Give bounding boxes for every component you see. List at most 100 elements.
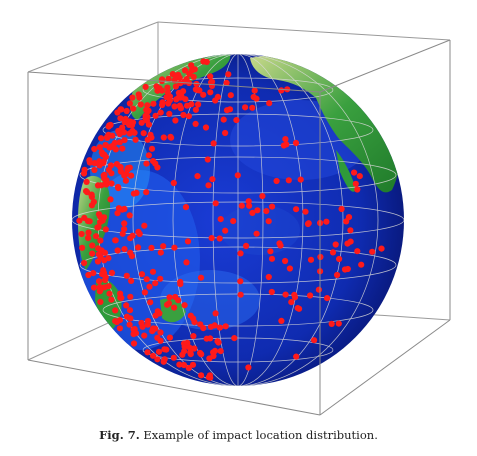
- impact-point: [127, 235, 134, 242]
- impact-point: [103, 181, 110, 188]
- impact-point: [96, 278, 103, 285]
- impact-point: [190, 315, 197, 322]
- impact-point: [230, 218, 237, 225]
- impact-point: [216, 324, 223, 331]
- impact-point: [97, 219, 104, 226]
- impact-point: [184, 238, 192, 245]
- impact-point: [217, 348, 224, 355]
- impact-point: [138, 271, 146, 278]
- impact-point: [265, 218, 272, 225]
- impact-point: [121, 137, 128, 144]
- impact-point: [144, 349, 151, 356]
- impact-point: [286, 265, 293, 272]
- impact-point: [79, 244, 86, 251]
- impact-point: [143, 189, 150, 196]
- impact-point: [304, 220, 312, 228]
- impact-point: [249, 209, 256, 216]
- impact-point: [276, 240, 283, 247]
- impact-point: [190, 73, 197, 80]
- impact-point: [210, 352, 217, 360]
- impact-point: [265, 273, 272, 281]
- impact-point: [144, 102, 151, 109]
- impact-point: [171, 103, 178, 110]
- impact-point: [164, 89, 171, 96]
- impact-point: [117, 290, 124, 297]
- impact-point: [97, 237, 104, 244]
- impact-point: [101, 249, 109, 256]
- impact-point: [116, 325, 123, 332]
- impact-point: [122, 177, 129, 184]
- impact-point: [163, 346, 170, 353]
- impact-point: [172, 73, 179, 80]
- impact-point: [114, 109, 121, 116]
- impact-point: [180, 361, 187, 369]
- caption-text: Example of impact location distribution.: [143, 428, 378, 442]
- impact-point: [128, 277, 135, 284]
- impact-point: [94, 224, 101, 231]
- impact-point: [132, 330, 140, 337]
- impact-point: [335, 320, 342, 327]
- impact-point: [144, 317, 152, 325]
- impact-point: [245, 198, 252, 205]
- impact-point: [209, 176, 216, 183]
- impact-point: [141, 332, 148, 339]
- impact-point: [288, 299, 295, 306]
- impact-point: [254, 207, 261, 214]
- impact-point: [95, 251, 102, 258]
- impact-point: [88, 193, 95, 200]
- impact-point: [159, 101, 166, 109]
- impact-point: [206, 372, 213, 379]
- impact-point: [292, 139, 300, 147]
- impact-point: [334, 271, 341, 279]
- impact-point: [129, 94, 136, 101]
- impact-point: [315, 286, 322, 293]
- impact-point: [98, 135, 105, 142]
- impact-point: [150, 325, 157, 332]
- impact-point: [105, 283, 112, 290]
- impact-point: [98, 149, 105, 156]
- impact-point: [108, 170, 115, 177]
- impact-point: [102, 274, 109, 281]
- impact-point: [89, 242, 96, 249]
- impact-point: [107, 196, 114, 203]
- impact-point: [302, 208, 309, 215]
- impact-point: [129, 119, 137, 126]
- impact-point: [282, 257, 289, 265]
- impact-point: [184, 339, 191, 346]
- impact-point: [186, 70, 193, 77]
- impact-point: [111, 139, 118, 146]
- impact-point: [195, 101, 202, 108]
- impact-point: [220, 116, 227, 123]
- impact-point: [160, 243, 167, 250]
- impact-point: [149, 268, 157, 275]
- impact-point: [104, 133, 111, 141]
- impact-point: [143, 160, 150, 167]
- impact-point: [243, 242, 250, 249]
- impact-point: [150, 100, 157, 107]
- impact-point: [142, 112, 149, 119]
- impact-point: [100, 160, 107, 167]
- impact-point: [121, 246, 128, 253]
- impact-point: [369, 248, 376, 255]
- impact-point: [137, 101, 144, 108]
- impact-point: [76, 217, 83, 224]
- impact-point: [226, 106, 234, 113]
- impact-point: [204, 156, 211, 163]
- impact-point: [238, 202, 245, 209]
- impact-point: [114, 247, 121, 254]
- impact-point: [172, 83, 179, 90]
- impact-point: [166, 110, 173, 117]
- impact-point: [212, 310, 219, 317]
- impact-point: [278, 87, 285, 94]
- impact-point: [269, 203, 276, 210]
- impact-point: [267, 248, 274, 255]
- impact-point: [200, 325, 207, 332]
- impact-point: [136, 94, 143, 101]
- impact-point: [122, 115, 129, 123]
- impact-point: [227, 92, 234, 99]
- impact-point: [231, 335, 238, 342]
- impact-point: [329, 249, 337, 256]
- impact-point: [245, 364, 252, 371]
- impact-point: [160, 358, 167, 365]
- impact-point: [81, 166, 88, 173]
